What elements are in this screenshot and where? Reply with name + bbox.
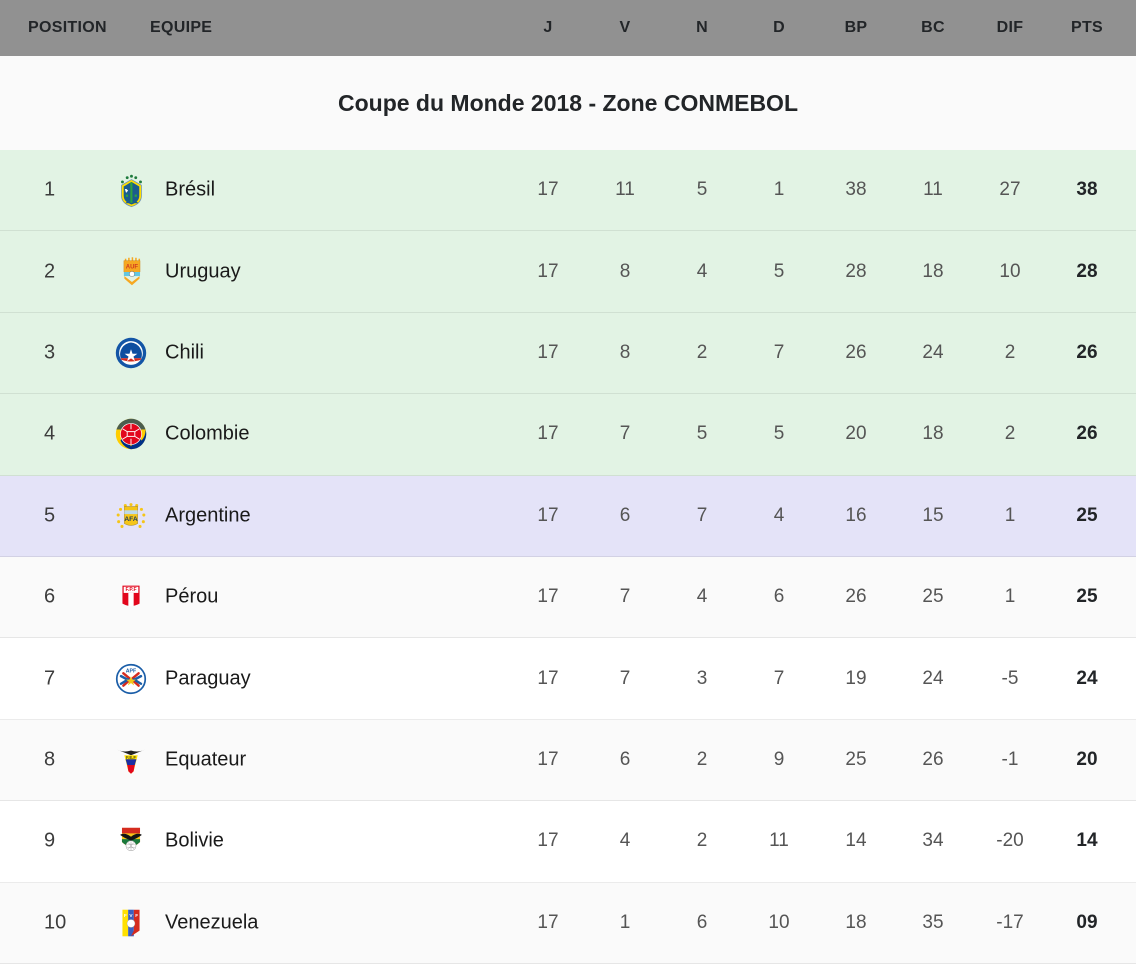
svg-text:AFA: AFA	[124, 516, 137, 523]
svg-text:APF: APF	[126, 668, 136, 674]
svg-text:AUF: AUF	[126, 264, 139, 270]
svg-text:F: F	[124, 913, 127, 919]
svg-text:F.P.F: F.P.F	[125, 587, 136, 593]
svg-text:F: F	[135, 913, 138, 919]
svg-text:F.E.F: F.E.F	[126, 755, 136, 760]
